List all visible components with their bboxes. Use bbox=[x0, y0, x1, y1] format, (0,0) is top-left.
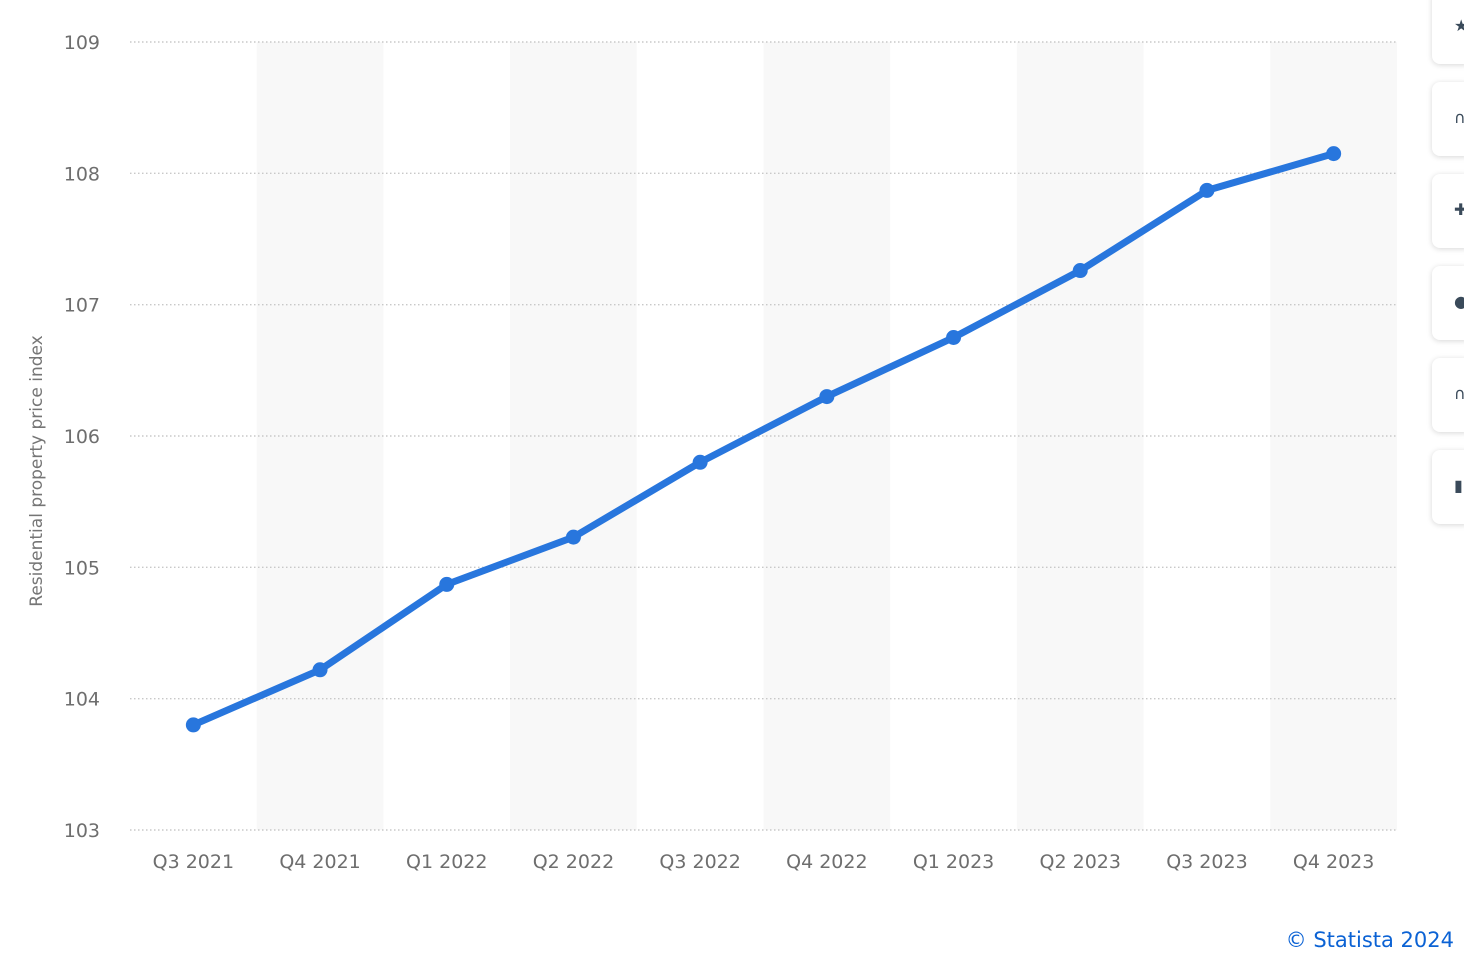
toolbar-button[interactable]: ★ bbox=[1432, 0, 1464, 64]
x-tick-label: Q1 2023 bbox=[913, 851, 994, 873]
data-point[interactable] bbox=[1326, 146, 1342, 162]
share-icon: ● bbox=[1454, 292, 1464, 311]
chart-toolbar: ★ ∩ ✚ ● ∩ ▮ bbox=[1432, 0, 1464, 530]
category-band bbox=[256, 42, 384, 830]
y-tick-label: 109 bbox=[64, 32, 100, 54]
citation-quote-icon: ∩ bbox=[1454, 384, 1464, 403]
x-tick-label: Q2 2022 bbox=[533, 851, 614, 873]
y-tick-label: 108 bbox=[64, 163, 100, 185]
x-tick-label: Q2 2023 bbox=[1040, 851, 1121, 873]
y-axis-title: Residential property price index bbox=[27, 335, 47, 606]
toolbar-button[interactable]: ∩ bbox=[1432, 82, 1464, 156]
y-axis-ticks: 103 104 105 106 107 108 109 bbox=[64, 32, 100, 842]
notification-bell-icon: ∩ bbox=[1454, 108, 1464, 127]
x-tick-label: Q4 2023 bbox=[1293, 851, 1374, 873]
y-tick-label: 105 bbox=[64, 557, 100, 579]
data-point[interactable] bbox=[185, 717, 201, 733]
x-axis-ticks: Q3 2021 Q4 2021 Q1 2022 Q2 2022 Q3 2022 Q4 20… bbox=[153, 851, 1375, 873]
category-band bbox=[510, 42, 637, 830]
data-point[interactable] bbox=[819, 389, 835, 405]
data-point[interactable] bbox=[565, 529, 581, 545]
gridlines bbox=[130, 41, 1397, 831]
print-icon: ▮ bbox=[1454, 476, 1463, 495]
toolbar-button[interactable]: ✚ bbox=[1432, 174, 1464, 248]
x-tick-label: Q3 2022 bbox=[659, 851, 740, 873]
x-tick-label: Q4 2022 bbox=[786, 851, 867, 873]
x-tick-label: Q3 2021 bbox=[153, 851, 234, 873]
y-tick-label: 107 bbox=[64, 295, 100, 317]
toolbar-button[interactable]: ∩ bbox=[1432, 358, 1464, 432]
x-tick-label: Q4 2021 bbox=[279, 851, 360, 873]
toolbar-button[interactable]: ▮ bbox=[1432, 450, 1464, 524]
settings-gear-icon: ✚ bbox=[1454, 200, 1464, 219]
favorite-star-icon: ★ bbox=[1454, 16, 1464, 35]
statista-credit-link[interactable]: © Statista 2024 bbox=[1285, 928, 1454, 952]
series-group bbox=[185, 146, 1342, 733]
x-tick-label: Q3 2023 bbox=[1166, 851, 1247, 873]
series-line bbox=[189, 150, 1338, 729]
data-point[interactable] bbox=[946, 330, 962, 345]
x-tick-label: Q1 2022 bbox=[406, 851, 487, 873]
data-point[interactable] bbox=[1072, 263, 1088, 279]
data-point[interactable] bbox=[439, 576, 455, 592]
data-point[interactable] bbox=[312, 662, 328, 678]
y-tick-label: 104 bbox=[64, 689, 100, 711]
y-tick-label: 106 bbox=[64, 426, 100, 448]
data-point[interactable] bbox=[1199, 182, 1215, 198]
category-band bbox=[1016, 42, 1144, 830]
toolbar-button[interactable]: ● bbox=[1432, 266, 1464, 340]
y-tick-label: 103 bbox=[64, 820, 100, 842]
data-point[interactable] bbox=[692, 454, 708, 470]
